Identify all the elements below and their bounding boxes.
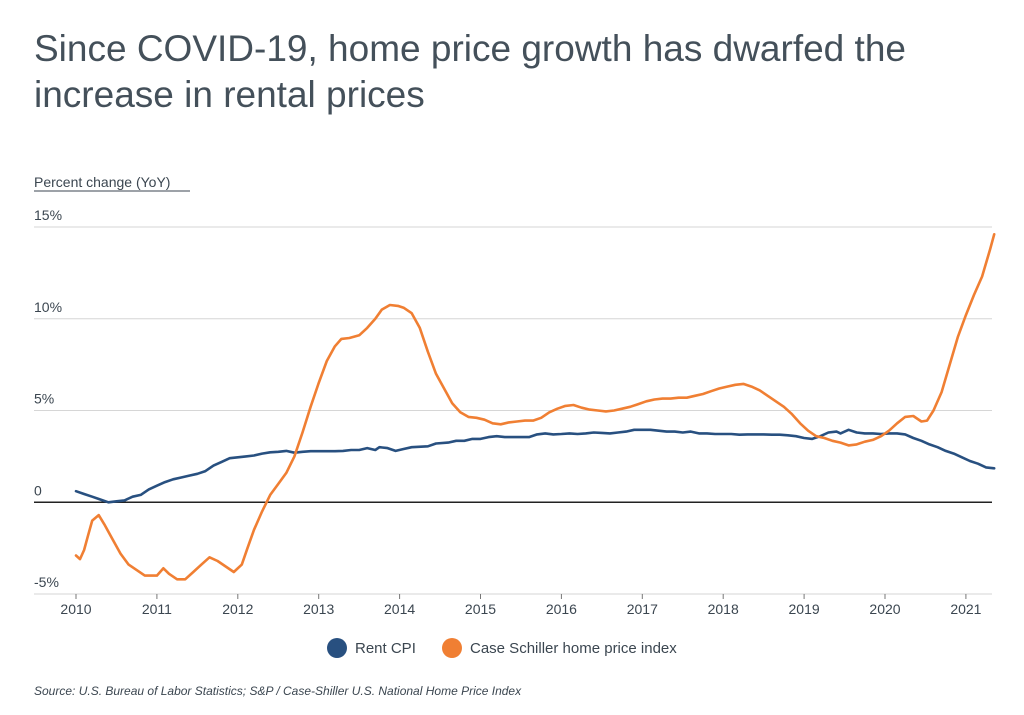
legend-label-rent-cpi: Rent CPI bbox=[355, 640, 416, 657]
rent-cpi-line bbox=[74, 428, 996, 504]
y-tick-label: 0 bbox=[34, 482, 42, 498]
y-tick-label: 10% bbox=[34, 299, 62, 315]
x-tick-label: 2016 bbox=[546, 601, 577, 617]
x-tick-label: 2012 bbox=[222, 601, 253, 617]
y-tick-label: 15% bbox=[34, 207, 62, 223]
x-tick-label: 2010 bbox=[60, 601, 91, 617]
legend-label-case-schiller: Case Schiller home price index bbox=[470, 640, 677, 657]
legend-swatch-case-schiller bbox=[442, 638, 462, 658]
y-tick-label: -5% bbox=[34, 574, 59, 590]
x-tick-label: 2019 bbox=[789, 601, 820, 617]
case-schiller-line bbox=[74, 233, 996, 581]
y-tick-label: 5% bbox=[34, 391, 54, 407]
legend-swatch-rent-cpi bbox=[327, 638, 347, 658]
y-axis-label: Percent change (YoY) bbox=[34, 174, 170, 190]
x-tick-label: 2011 bbox=[142, 601, 172, 617]
x-tick-label: 2020 bbox=[869, 601, 900, 617]
x-tick-label: 2021 bbox=[950, 601, 981, 617]
x-tick-label: 2013 bbox=[303, 601, 334, 617]
x-tick-label: 2018 bbox=[708, 601, 739, 617]
x-tick-label: 2017 bbox=[627, 601, 658, 617]
source-note: Source: U.S. Bureau of Labor Statistics;… bbox=[34, 684, 522, 698]
x-tick-label: 2015 bbox=[465, 601, 496, 617]
x-tick-label: 2014 bbox=[384, 601, 415, 617]
chart-title: Since COVID-19, home price growth has dw… bbox=[34, 28, 906, 115]
